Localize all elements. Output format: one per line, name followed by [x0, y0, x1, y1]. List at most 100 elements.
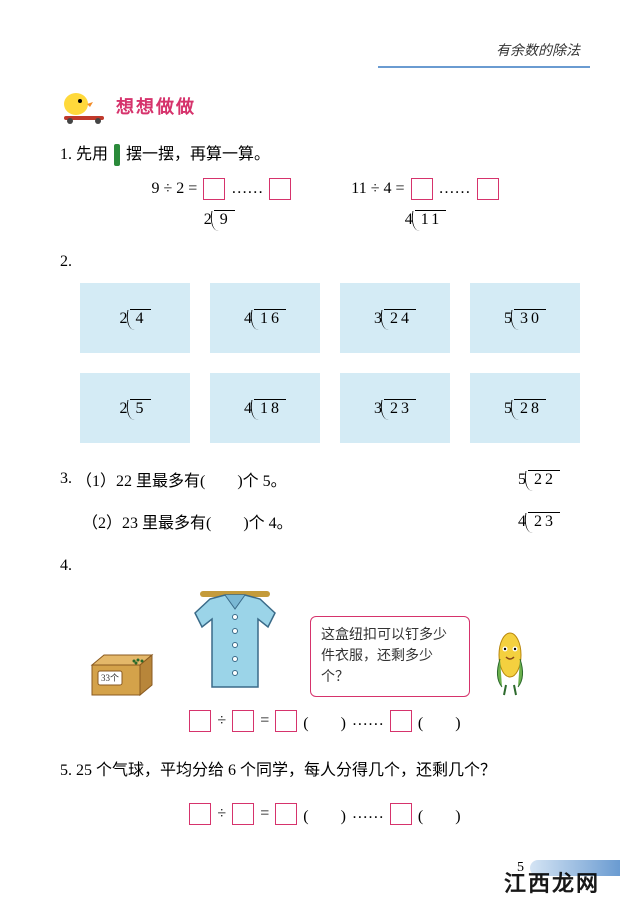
long-division: 530	[504, 309, 546, 328]
stick-icon	[114, 144, 120, 166]
p1-eq1-dots: ……	[231, 180, 263, 198]
problem-4: 4. 33个 这盒纽扣可以钉多少 件衣	[60, 557, 590, 733]
p1-eq2-left: 11 ÷ 4 =	[351, 180, 404, 198]
p1-text: 1. 先用 摆一摆，再算一算。	[60, 140, 590, 166]
div-sign: ÷	[217, 805, 226, 823]
p4-illustration: 33个 这盒纽扣可以钉多少 件衣服，还剩多少个？	[90, 587, 590, 697]
p3-row1: 3. （1）22 里最多有( )个 5。 5 22	[60, 467, 590, 491]
ld-dividend: 5	[130, 399, 151, 418]
p2-grid: 24 416 324 530 25 418 323 528	[80, 283, 590, 443]
section-title: 想想做做	[116, 93, 196, 119]
eq-sign: =	[260, 712, 269, 730]
long-division: 528	[504, 399, 546, 418]
ld-dividend: 30	[514, 309, 546, 328]
long-division: 5 22	[518, 470, 560, 489]
div-sign: ÷	[217, 712, 226, 730]
ld-dividend: 4	[130, 309, 151, 328]
long-division: 324	[374, 309, 416, 328]
long-division: 416	[244, 309, 286, 328]
answer-box[interactable]	[477, 178, 499, 200]
long-division: 4 23	[518, 512, 560, 531]
ld-dividend: 18	[254, 399, 286, 418]
p2-cell: 528	[470, 373, 580, 443]
answer-box[interactable]	[411, 178, 433, 200]
p3-num: 3.	[60, 470, 72, 488]
p4-num: 4.	[60, 557, 590, 575]
ld-dividend: 28	[514, 399, 546, 418]
answer-box[interactable]	[390, 710, 412, 732]
ld-dividend: 23	[528, 512, 560, 531]
answer-box[interactable]	[203, 178, 225, 200]
section-title-row: 想想做做	[60, 88, 590, 124]
answer-box[interactable]	[275, 710, 297, 732]
answer-box[interactable]	[189, 803, 211, 825]
p1-eq2: 11 ÷ 4 = ……	[351, 178, 498, 200]
answer-box[interactable]	[390, 803, 412, 825]
answer-box[interactable]	[232, 710, 254, 732]
eq-sign: =	[260, 805, 269, 823]
ld-dividend: 22	[528, 470, 560, 489]
long-division: 418	[244, 399, 286, 418]
box-label: 33个	[101, 673, 119, 683]
page-content: 有余数的除法 想想做做 1. 先用 摆一摆，再算一算。 9 ÷ 2 = ……	[0, 0, 640, 870]
chapter-header: 有余数的除法	[60, 40, 590, 60]
p3-row1-text: （1）22 里最多有( )个 5。	[76, 467, 518, 491]
dots: ……	[352, 712, 384, 730]
paren-blank[interactable]: ( )	[303, 709, 346, 733]
paren-blank[interactable]: ( )	[303, 802, 346, 826]
p1-eq1: 9 ÷ 2 = ……	[151, 178, 291, 200]
p1-num: 1.	[60, 146, 72, 163]
paren-blank[interactable]: ( )	[418, 709, 461, 733]
p5-num: 5.	[60, 762, 72, 779]
ld-dividend: 16	[254, 309, 286, 328]
paren-blank[interactable]: ( )	[418, 802, 461, 826]
ld-dividend: 24	[384, 309, 416, 328]
p3-row2-text: （2）23 里最多有( )个 4。	[82, 509, 518, 533]
p1-longdivs: 2 9 4 11	[60, 210, 590, 229]
answer-box[interactable]	[269, 178, 291, 200]
long-division: 25	[120, 399, 151, 418]
p2-cell: 416	[210, 283, 320, 353]
speech-line1: 这盒纽扣可以钉多少	[321, 628, 447, 643]
p1-eq1-left: 9 ÷ 2 =	[151, 180, 197, 198]
long-division: 323	[374, 399, 416, 418]
long-division: 4 11	[405, 210, 446, 229]
answer-box[interactable]	[232, 803, 254, 825]
p2-cell: 24	[80, 283, 190, 353]
answer-box[interactable]	[189, 710, 211, 732]
problem-3: 3. （1）22 里最多有( )个 5。 5 22 （2）23 里最多有( )个…	[60, 467, 590, 533]
p1-after: 摆一摆，再算一算。	[126, 146, 270, 163]
ld-dividend: 11	[415, 210, 446, 229]
p5-body: 25 个气球，平均分给 6 个同学，每人分得几个，还剩几个？	[76, 762, 496, 779]
ld-dividend: 23	[384, 399, 416, 418]
p2-cell: 324	[340, 283, 450, 353]
corn-character-icon	[490, 627, 530, 697]
header-line	[60, 66, 590, 68]
p2-cell: 418	[210, 373, 320, 443]
long-division: 24	[120, 309, 151, 328]
p2-cell: 25	[80, 373, 190, 443]
watermark: 江西龙网	[504, 866, 600, 898]
p2-cell: 530	[470, 283, 580, 353]
problem-5: 5. 25 个气球，平均分给 6 个同学，每人分得几个，还剩几个？ ÷ = ( …	[60, 757, 590, 826]
problem-1: 1. 先用 摆一摆，再算一算。 9 ÷ 2 = …… 11 ÷ 4 = …… 2…	[60, 140, 590, 229]
p4-equation: ÷ = ( ) …… ( )	[60, 709, 590, 733]
answer-box[interactable]	[275, 803, 297, 825]
p1-eq2-dots: ……	[439, 180, 471, 198]
dots: ……	[352, 805, 384, 823]
p1-equations: 9 ÷ 2 = …… 11 ÷ 4 = ……	[60, 178, 590, 200]
p1-before: 先用	[76, 146, 108, 163]
button-box-icon: 33个	[90, 651, 160, 697]
shirt-icon	[180, 587, 290, 697]
problem-2: 2. 24 416 324 530 25 418 323 528	[60, 253, 590, 443]
chick-icon	[60, 88, 110, 124]
p5-text: 5. 25 个气球，平均分给 6 个同学，每人分得几个，还剩几个？	[60, 757, 590, 786]
p5-equation: ÷ = ( ) …… ( )	[60, 802, 590, 826]
speech-line2: 件衣服，还剩多少个？	[321, 649, 433, 685]
long-division: 2 9	[204, 210, 235, 229]
p2-cell: 323	[340, 373, 450, 443]
ld-dividend: 9	[214, 210, 235, 229]
p3-row2: （2）23 里最多有( )个 4。 4 23	[60, 509, 590, 533]
speech-bubble: 这盒纽扣可以钉多少 件衣服，还剩多少个？	[310, 616, 470, 697]
p2-num: 2.	[60, 253, 590, 271]
